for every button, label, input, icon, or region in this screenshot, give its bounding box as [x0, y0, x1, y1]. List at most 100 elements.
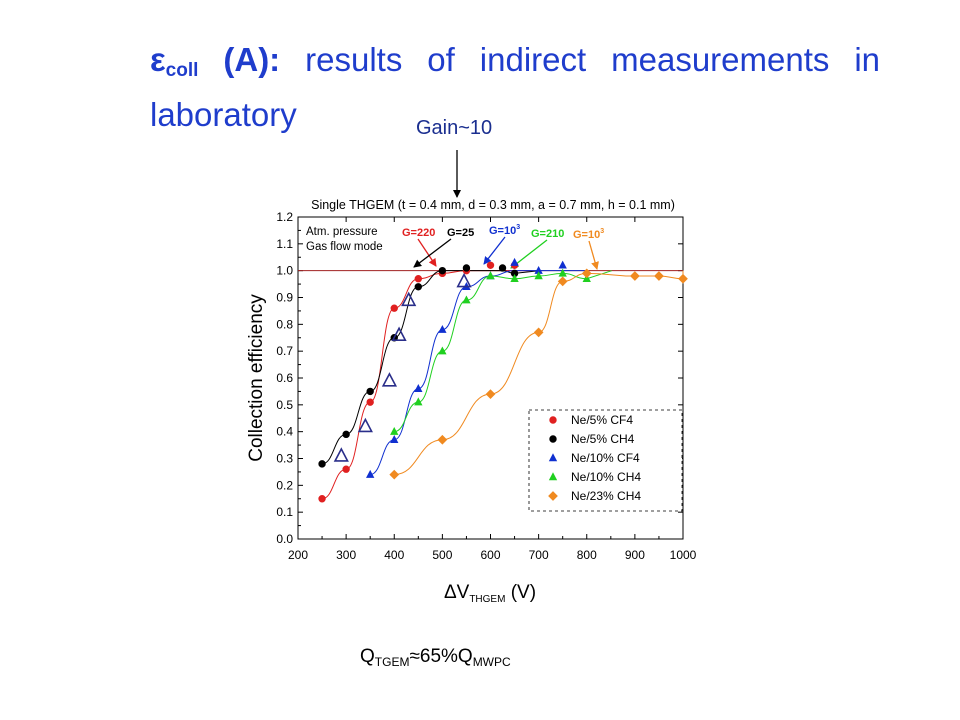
gain-annotation: G=103: [489, 224, 520, 237]
gain-arrow: [483, 236, 506, 265]
data-point: [582, 273, 591, 282]
data-point: [342, 465, 350, 473]
gain-arrow: [413, 238, 452, 268]
x-axis-label-unit: (V): [505, 582, 536, 603]
y-axis-label: Collection efficiency: [246, 294, 267, 462]
data-point: [486, 271, 495, 280]
x-tick-label: 400: [384, 548, 404, 562]
chart-title: Single THGEM (t = 0.4 mm, d = 0.3 mm, a …: [311, 198, 675, 212]
data-point: [462, 264, 471, 272]
title-symbol: ε: [150, 41, 166, 78]
gain-annotation: G=220: [402, 227, 435, 239]
data-point: [366, 469, 375, 478]
y-tick-label: 0.5: [276, 398, 293, 412]
x-axis-label: ΔVTHGEM (V): [444, 582, 536, 605]
gain-annotation-text: G=210: [531, 228, 564, 240]
hollow-triangle-point: [357, 417, 373, 433]
hollow-triangle-point: [391, 326, 407, 341]
legend-label: Ne/10% CH4: [571, 470, 641, 484]
data-point: [498, 264, 507, 272]
data-point: [510, 273, 519, 282]
gain-annotation: G=210: [531, 228, 564, 240]
data-point: [630, 271, 640, 281]
y-tick-label: 0.4: [276, 425, 293, 439]
footer-mid: ≈65%Q: [409, 646, 473, 667]
data-point: [486, 261, 495, 269]
hollow-triangle-point: [401, 291, 417, 307]
data-point: [485, 389, 496, 399]
y-tick-label: 1.1: [276, 237, 293, 251]
data-point: [414, 275, 423, 283]
hollow-triangle-point: [333, 447, 349, 462]
y-tick-label: 0.2: [276, 478, 293, 492]
x-tick-label: 900: [625, 548, 645, 562]
data-point: [438, 266, 447, 275]
data-point: [581, 268, 592, 279]
gain-arrow: [588, 240, 599, 270]
y-tick-label: 0.6: [276, 371, 293, 385]
x-axis-label-sub: THGEM: [469, 594, 505, 605]
y-tick-label: 0.9: [276, 291, 293, 305]
data-point: [533, 327, 544, 338]
data-point: [558, 260, 567, 269]
data-point: [678, 273, 688, 284]
data-point: [534, 271, 543, 280]
gain-annotation-text: G=10: [489, 225, 516, 237]
data-point: [390, 434, 399, 443]
fit-curve: [394, 270, 684, 476]
fit-curve: [321, 270, 540, 500]
gain-arrow: [417, 238, 437, 267]
data-point: [557, 276, 568, 287]
footer-q1: Q: [360, 646, 375, 667]
gain-annotation: G=103: [573, 228, 604, 241]
gain-annotation: G=25: [447, 227, 474, 239]
legend-marker: [548, 491, 558, 501]
gain-annotation-text: G=220: [402, 227, 435, 239]
x-tick-label: 800: [577, 548, 597, 562]
data-point: [389, 469, 400, 480]
title-text: results of indirect measurements in labo…: [150, 41, 881, 133]
x-tick-label: 600: [480, 548, 500, 562]
footer-q2-sub: MWPC: [472, 655, 511, 669]
hollow-triangle-point: [381, 372, 398, 387]
footer-q1-sub: TGEM: [374, 655, 410, 669]
x-tick-label: 300: [336, 548, 356, 562]
footer-formula: QTGEM≈65%QMWPC: [360, 646, 511, 669]
data-point: [558, 268, 567, 277]
data-point: [437, 434, 448, 445]
slide-title: εcoll (A): results of indirect measureme…: [150, 38, 880, 137]
data-point: [414, 283, 423, 291]
data-point: [654, 271, 664, 281]
data-point: [390, 426, 399, 435]
condition-label: Atm. pressure: [306, 226, 378, 238]
x-tick-label: 700: [529, 548, 549, 562]
title-symbol-sub: coll: [165, 60, 199, 81]
hollow-triangle-point: [456, 272, 472, 288]
legend-marker: [548, 453, 558, 462]
data-point: [390, 304, 398, 312]
data-point: [366, 398, 374, 406]
legend-label: Ne/10% CF4: [571, 451, 640, 465]
gain-annotation-text: G=10: [573, 229, 600, 241]
data-point: [438, 324, 447, 333]
gain-annotation-sup: 3: [516, 224, 520, 231]
legend-marker: [549, 435, 557, 443]
x-tick-label: 200: [288, 548, 308, 562]
gain-annotation-text: G=25: [447, 227, 474, 239]
gain-annotation-sup: 3: [600, 228, 604, 235]
y-tick-label: 1.0: [276, 264, 293, 278]
data-point: [342, 430, 350, 439]
legend-label: Ne/23% CH4: [571, 489, 641, 503]
y-tick-label: 0.3: [276, 452, 293, 466]
data-point: [438, 346, 447, 355]
fit-curve: [321, 270, 540, 465]
data-point: [318, 460, 326, 468]
data-point: [318, 495, 326, 503]
y-tick-label: 0.1: [276, 505, 293, 519]
legend-label: Ne/5% CF4: [571, 413, 633, 427]
legend-marker: [548, 472, 558, 481]
x-tick-label: 1000: [670, 548, 697, 562]
x-tick-label: 500: [432, 548, 452, 562]
legend-marker: [549, 416, 557, 424]
